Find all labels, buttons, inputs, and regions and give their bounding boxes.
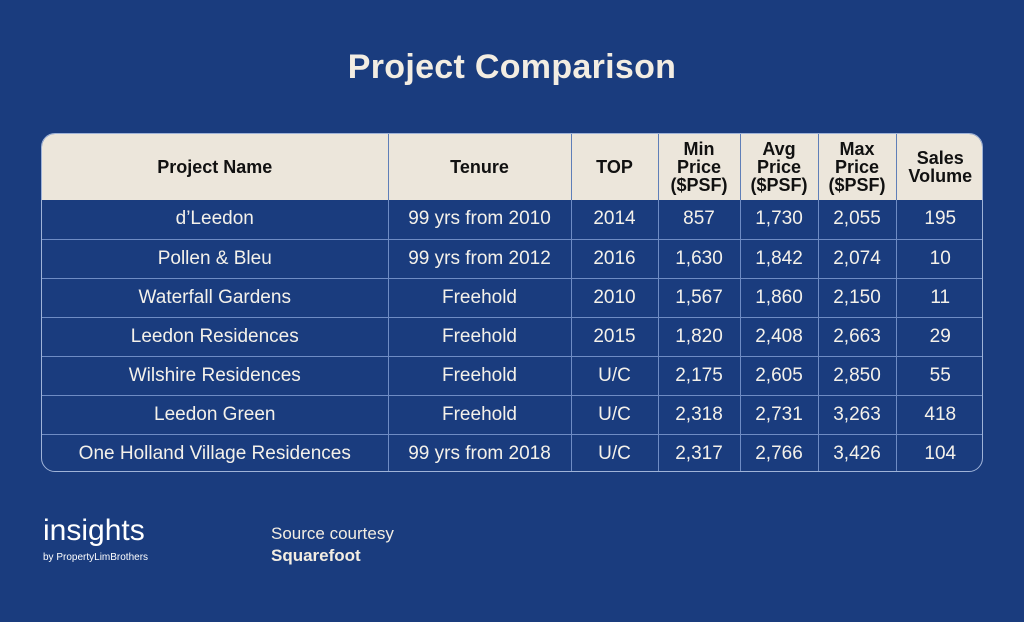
page-title: Project Comparison — [347, 48, 677, 86]
cell-tenure: 99 yrs from 2018 — [388, 434, 572, 471]
cell-avg-price: 1,842 — [740, 239, 819, 279]
cell-avg-price: 1,860 — [740, 278, 819, 318]
cell-tenure: 99 yrs from 2010 — [388, 200, 572, 240]
table-row: Leedon Residences Freehold 2015 1,820 2,408 2… — [42, 317, 982, 357]
cell-top: U/C — [571, 395, 659, 435]
cell-sales-volume: 11 — [896, 278, 982, 318]
cell-top: U/C — [571, 356, 659, 396]
cell-avg-price: 2,731 — [740, 395, 819, 435]
table-row: Wilshire Residences Freehold U/C 2,175 2,605… — [42, 356, 982, 396]
comparison-table: Project Name Tenure TOP Min Price ($PSF)… — [41, 133, 983, 472]
table-header-row: Project Name Tenure TOP Min Price ($PSF)… — [42, 134, 982, 200]
cell-tenure: Freehold — [388, 356, 572, 396]
cell-tenure: Freehold — [388, 278, 572, 318]
cell-sales-volume: 104 — [924, 442, 957, 464]
header-top: TOP — [571, 134, 659, 200]
cell-avg-price: 2,408 — [740, 317, 819, 357]
cell-top: 2015 — [571, 317, 659, 357]
table-row: Leedon Green Freehold U/C 2,318 2,731 3,263 41… — [42, 395, 982, 435]
cell-project-name: d’Leedon — [42, 200, 389, 240]
cell-min-price: 857 — [658, 200, 741, 240]
cell-sales-volume: 418 — [896, 395, 982, 435]
cell-top: 2016 — [571, 239, 659, 279]
cell-max-price: 2,150 — [818, 278, 897, 318]
cell-project-name: One Holland Village Residences — [42, 434, 389, 471]
cell-top: 2014 — [571, 200, 659, 240]
header-project-name: Project Name — [42, 134, 389, 200]
cell-avg-price: 2,766 — [740, 434, 819, 471]
cell-min-price: 2,317 — [658, 434, 741, 471]
table-row: Pollen & Bleu 99 yrs from 2012 2016 1,630 1,… — [42, 239, 982, 279]
cell-project-name: Pollen & Bleu — [42, 239, 389, 279]
table-row: Waterfall Gardens Freehold 2010 1,567 1,860 2… — [42, 278, 982, 318]
source-name: Squarefoot — [271, 546, 361, 565]
cell-max-price: 3,263 — [818, 395, 897, 435]
header-max-price: Max Price ($PSF) — [818, 134, 897, 200]
cell-max-price: 2,055 — [818, 200, 897, 240]
cell-project-name: Waterfall Gardens — [42, 278, 389, 318]
header-tenure: Tenure — [388, 134, 572, 200]
cell-max-price: 3,426 — [818, 434, 897, 471]
cell-project-name: Wilshire Residences — [42, 356, 389, 396]
source-credit: Source courtesy Squarefoot — [271, 523, 394, 567]
cell-max-price: 2,850 — [818, 356, 897, 396]
cell-tenure: Freehold — [388, 317, 572, 357]
cell-top: U/C — [571, 434, 659, 471]
cell-sales-volume: 195 — [896, 200, 982, 240]
insights-logo: insights by PropertyLimBrothers — [43, 514, 149, 564]
cell-min-price: 2,175 — [658, 356, 741, 396]
cell-project-name: Leedon Residences — [42, 317, 389, 357]
cell-top: 2010 — [571, 278, 659, 318]
cell-max-price: 2,074 — [818, 239, 897, 279]
cell-tenure: Freehold — [388, 395, 572, 435]
logo-word: insights — [43, 514, 145, 547]
table-row: One Holland Village Residences 99 yrs fro… — [42, 434, 982, 471]
cell-max-price: 2,663 — [818, 317, 897, 357]
cell-project-name: Leedon Green — [42, 395, 389, 435]
header-min-price: Min Price ($PSF) — [658, 134, 741, 200]
cell-sales-volume: 29 — [896, 317, 982, 357]
cell-sales-volume: 55 — [896, 356, 982, 396]
cell-tenure: 99 yrs from 2012 — [388, 239, 572, 279]
cell-min-price: 1,820 — [658, 317, 741, 357]
cell-min-price: 1,567 — [658, 278, 741, 318]
cell-avg-price: 1,730 — [740, 200, 819, 240]
header-avg-price: Avg Price ($PSF) — [740, 134, 819, 200]
cell-avg-price: 2,605 — [740, 356, 819, 396]
cell-min-price: 1,630 — [658, 239, 741, 279]
cell-min-price: 2,318 — [658, 395, 741, 435]
header-sales-volume: Sales Volume — [908, 148, 973, 186]
logo-byline: by PropertyLimBrothers — [43, 552, 149, 563]
table-row: d’Leedon 99 yrs from 2010 2014 857 1,730 2,05… — [42, 200, 982, 240]
cell-sales-volume: 10 — [896, 239, 982, 279]
source-label: Source courtesy — [271, 524, 394, 543]
